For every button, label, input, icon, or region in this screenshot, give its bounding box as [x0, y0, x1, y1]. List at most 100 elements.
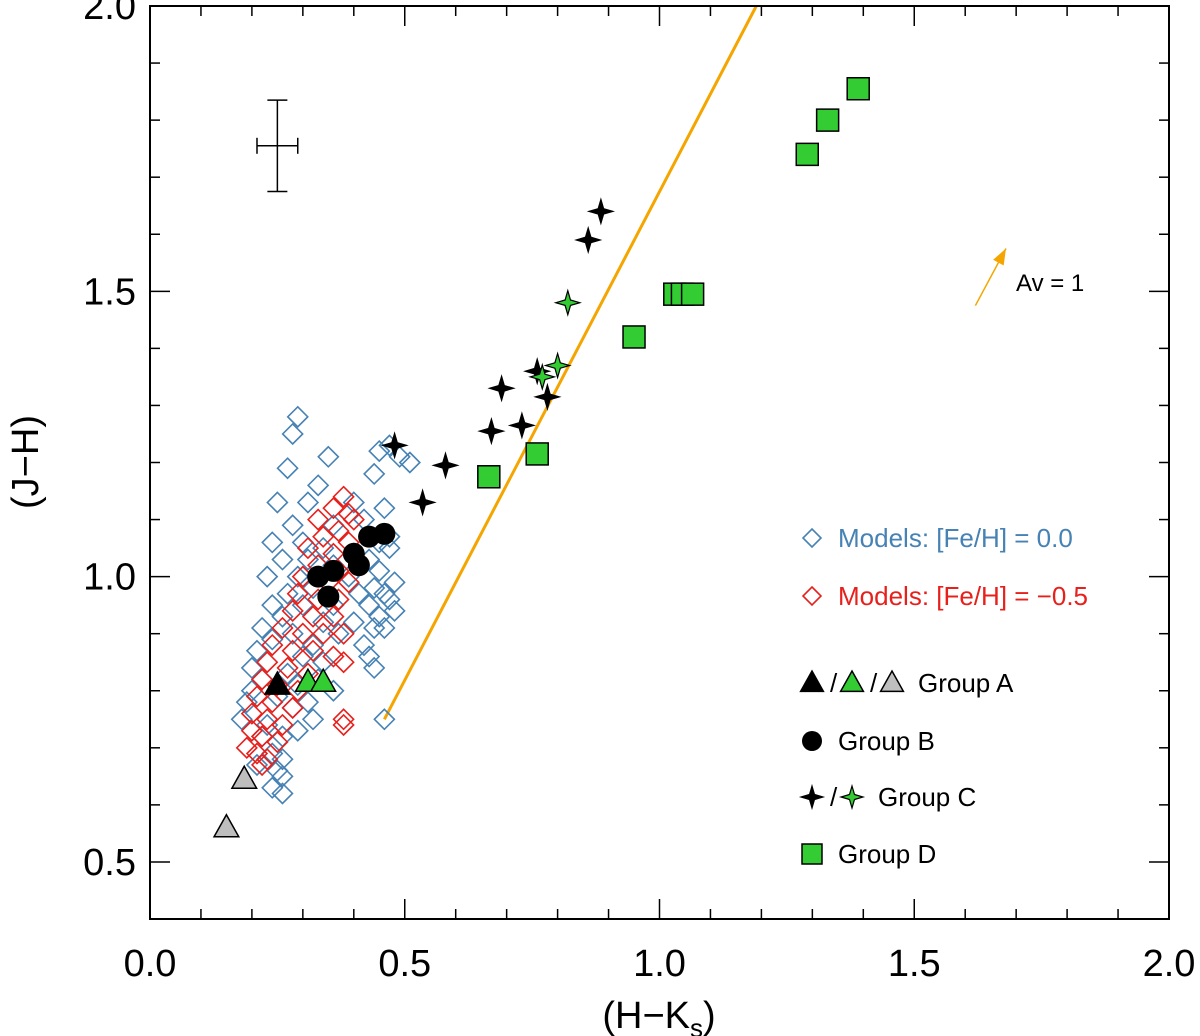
- data-point: [332, 622, 355, 645]
- data-point: [342, 611, 365, 634]
- plot-frame: [149, 5, 1170, 920]
- data-point: [327, 622, 350, 645]
- data-point: [256, 565, 279, 588]
- data-point: [271, 605, 294, 628]
- legend-label: Models: [Fe/H] = −0.5: [838, 581, 1088, 611]
- legend-label: Group A: [918, 668, 1014, 698]
- data-point: [312, 611, 335, 634]
- series-group-b: [307, 522, 396, 608]
- data-point: [256, 651, 279, 674]
- data-point: [291, 622, 314, 645]
- data-point: [296, 548, 320, 571]
- data-point: [271, 748, 294, 771]
- tick-labels: 0.0 0.5 1.0 1.5 2.0 0.5 1.0 1.5 2.0: [83, 0, 1195, 985]
- legend-symbol: [799, 669, 825, 693]
- data-point: [332, 651, 355, 674]
- legend-entry: / Group C: [798, 782, 976, 812]
- data-point: [322, 605, 345, 628]
- data-point: [378, 588, 401, 611]
- data-point: [342, 491, 365, 514]
- data-point: [342, 508, 365, 531]
- data-point: [543, 351, 572, 380]
- data-point: [322, 645, 345, 668]
- legend-symbol: [798, 783, 826, 811]
- data-point: [363, 462, 386, 486]
- x-tick-label: 0.0: [124, 943, 177, 985]
- data-point: [261, 633, 284, 657]
- data-point: [373, 497, 396, 520]
- data-point: [296, 491, 320, 514]
- x-tick-label: 1.5: [888, 943, 941, 985]
- data-point: [373, 708, 396, 731]
- data-point: [261, 776, 284, 799]
- data-point: [373, 522, 396, 545]
- x-tick-label: 2.0: [1143, 943, 1196, 985]
- reddening-line-layer: [383, 5, 758, 720]
- data-point: [286, 582, 309, 605]
- data-point: [487, 374, 516, 403]
- legend-symbol: [839, 669, 865, 693]
- legend-entry: / / Group A: [799, 668, 1014, 698]
- data-point: [380, 431, 409, 460]
- data-point: [271, 782, 294, 805]
- data-point: [312, 536, 335, 560]
- data-point: [347, 554, 370, 577]
- data-point: [281, 696, 304, 720]
- data-point: [281, 639, 304, 662]
- data-point: [271, 713, 294, 737]
- series-group-d: [477, 76, 870, 489]
- y-tick-label: 1.0: [83, 557, 136, 599]
- data-point: [307, 474, 330, 497]
- x-tick-label: 1.0: [633, 943, 686, 985]
- data-point: [245, 685, 269, 708]
- data-point: [250, 753, 274, 777]
- data-point: [281, 599, 304, 622]
- data-point: [525, 442, 549, 466]
- data-point: [230, 764, 258, 790]
- data-point: [245, 742, 269, 765]
- data-point: [230, 708, 253, 731]
- legend-symbol: [838, 783, 866, 811]
- data-points: [212, 76, 870, 838]
- data-point: [322, 559, 345, 582]
- data-point: [301, 633, 325, 657]
- data-point: [212, 813, 241, 838]
- legend-separator: /: [830, 782, 838, 812]
- data-point: [398, 451, 421, 474]
- data-point: [352, 633, 376, 657]
- data-point: [240, 702, 264, 725]
- series-group-c: [380, 197, 616, 517]
- error-bar: [256, 99, 299, 193]
- data-point: [431, 451, 460, 480]
- data-point: [256, 708, 279, 731]
- reddening-vector-label: Av = 1: [1016, 270, 1084, 297]
- data-point: [337, 571, 360, 594]
- legend-separator: /: [870, 668, 878, 698]
- legend: Models: [Fe/H] = 0.0 Models: [Fe/H] = −0.…: [798, 523, 1088, 869]
- data-point: [553, 288, 582, 317]
- axis-ticks: [149, 5, 1170, 919]
- data-point: [261, 628, 284, 651]
- data-point: [317, 585, 340, 608]
- data-point: [363, 616, 386, 640]
- legend-symbol: [801, 527, 823, 549]
- legend-label: Group D: [838, 839, 936, 869]
- legend-symbol: [802, 731, 822, 751]
- x-axis-title-subscript: s: [690, 1013, 703, 1036]
- legend-entry: Models: [Fe/H] = −0.5: [801, 581, 1088, 611]
- legend-symbol: [801, 843, 823, 865]
- data-point: [477, 465, 501, 489]
- data-point: [332, 485, 355, 508]
- legend-symbol: [801, 585, 823, 607]
- legend-symbol: [879, 669, 905, 693]
- data-point: [408, 488, 437, 517]
- data-point: [266, 673, 289, 697]
- data-point: [383, 571, 406, 594]
- data-point: [281, 622, 304, 645]
- data-point: [378, 536, 401, 560]
- data-point: [586, 197, 616, 226]
- data-point: [363, 656, 386, 680]
- data-point: [301, 639, 325, 662]
- data-point: [815, 108, 840, 132]
